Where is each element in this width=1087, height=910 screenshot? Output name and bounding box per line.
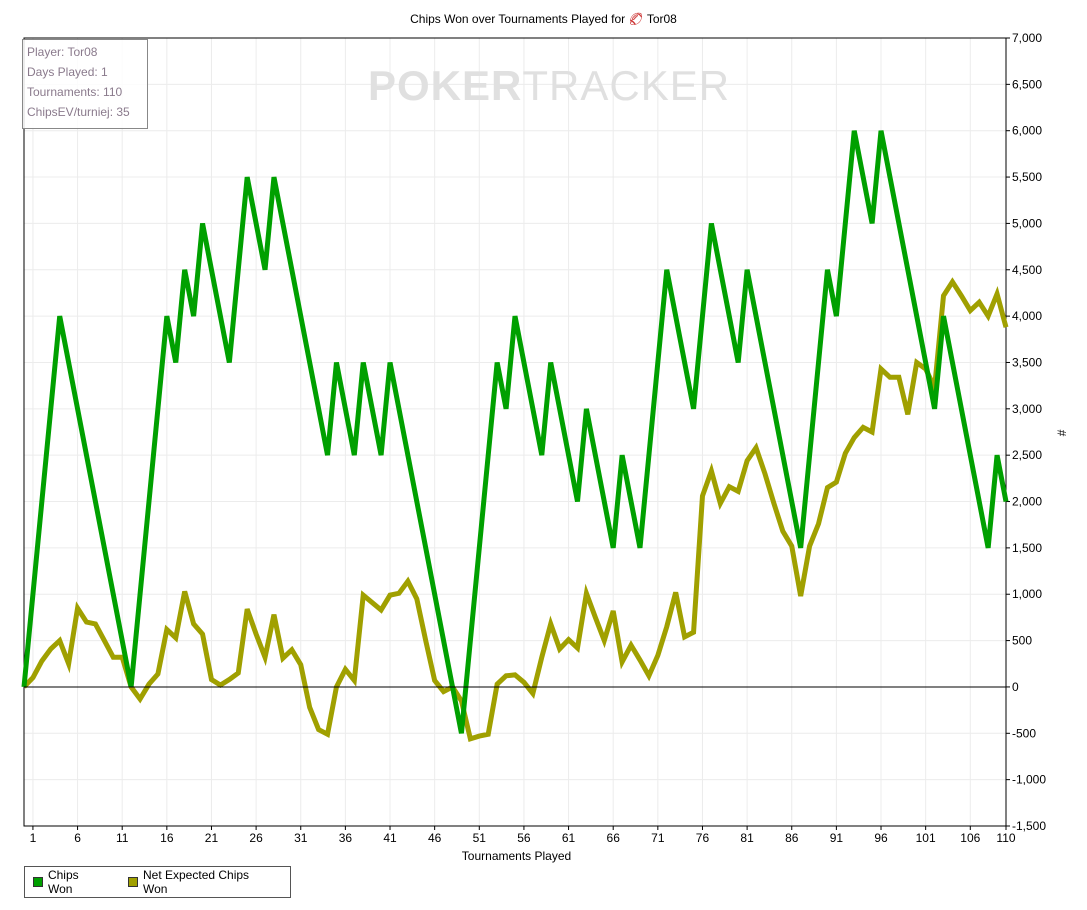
player-icon: 🏈︎ — [628, 12, 644, 26]
info-tournaments: Tournaments: 110 — [27, 85, 123, 99]
x-tick-label: 81 — [740, 831, 754, 845]
y-tick-label: 500 — [1012, 634, 1032, 648]
legend-item-net-expected[interactable]: Net Expected Chips Won — [128, 868, 276, 896]
y-tick-label: 7,000 — [1012, 31, 1042, 45]
x-tick-label: 1 — [30, 831, 37, 845]
y-tick-label: 2,000 — [1012, 495, 1042, 509]
x-tick-label: 26 — [249, 831, 263, 845]
title-player: Tor08 — [646, 12, 677, 26]
x-tick-label: 41 — [383, 831, 397, 845]
series-line-chips-won — [21, 130, 1009, 734]
x-tick-label: 46 — [428, 831, 442, 845]
y-tick-label: 5,000 — [1012, 216, 1042, 230]
x-tick-label: 86 — [785, 831, 799, 845]
x-tick-label: 101 — [916, 831, 936, 845]
legend-label: Chips Won — [47, 868, 79, 896]
y-tick-label: -500 — [1012, 726, 1036, 740]
y-tick-label: 5,500 — [1012, 170, 1042, 184]
x-tick-label: 56 — [517, 831, 531, 845]
x-tick-label: 96 — [874, 831, 888, 845]
legend-item-chips-won[interactable]: Chips Won — [33, 868, 106, 896]
x-tick-label: 21 — [205, 831, 219, 845]
plot-area — [24, 38, 1006, 826]
y-tick-label: 4,000 — [1012, 309, 1042, 323]
y-tick-label: 6,500 — [1012, 77, 1042, 91]
x-tick-label: 76 — [696, 831, 710, 845]
y-tick-label: 1,000 — [1012, 587, 1042, 601]
x-tick-label: 16 — [160, 831, 174, 845]
x-tick-label: 110 — [996, 831, 1015, 845]
y-tick-label: -1,500 — [1012, 819, 1046, 833]
legend: Chips Won Net Expected Chips Won — [24, 866, 291, 898]
plot-border — [23, 37, 1007, 827]
y-tick-label: -1,000 — [1012, 773, 1046, 787]
legend-swatch — [33, 877, 43, 887]
x-tick-label: 6 — [74, 831, 81, 845]
x-axis-title: Tournaments Played — [461, 849, 572, 863]
x-tick-label: 36 — [339, 831, 353, 845]
title-text: Chips Won over Tournaments Played for — [410, 12, 626, 26]
y-tick-label: 3,500 — [1012, 355, 1042, 369]
info-chipsev: ChipsEV/turniej: 35 — [27, 105, 130, 119]
y-tick-label: 0 — [1012, 680, 1019, 694]
x-tick-label: 61 — [562, 831, 576, 845]
x-tick-label: 66 — [607, 831, 621, 845]
info-days: Days Played: 1 — [27, 65, 108, 79]
player-info-box: Player: Tor08 Days Played: 1 Tournaments… — [22, 39, 148, 129]
y-tick-label: 3,000 — [1012, 402, 1042, 416]
y-tick-label: 4,500 — [1012, 263, 1042, 277]
x-tick-label: 71 — [651, 831, 665, 845]
x-tick-label: 106 — [960, 831, 980, 845]
x-tick-label: 91 — [830, 831, 844, 845]
x-tick-label: 51 — [473, 831, 487, 845]
chart-title: Chips Won over Tournaments Played for 🏈︎… — [0, 12, 1087, 26]
y-tick-label: 2,500 — [1012, 448, 1042, 462]
x-tick-label: 31 — [294, 831, 308, 845]
legend-swatch — [128, 877, 138, 887]
x-tick-label: 11 — [116, 831, 129, 845]
y-tick-label: 6,000 — [1012, 124, 1042, 138]
legend-label: Net Expected Chips Won — [143, 868, 250, 896]
info-player: Player: Tor08 — [27, 45, 98, 59]
series-line-net-expected-chips-won — [22, 277, 1009, 743]
y-tick-label: 1,500 — [1012, 541, 1042, 555]
